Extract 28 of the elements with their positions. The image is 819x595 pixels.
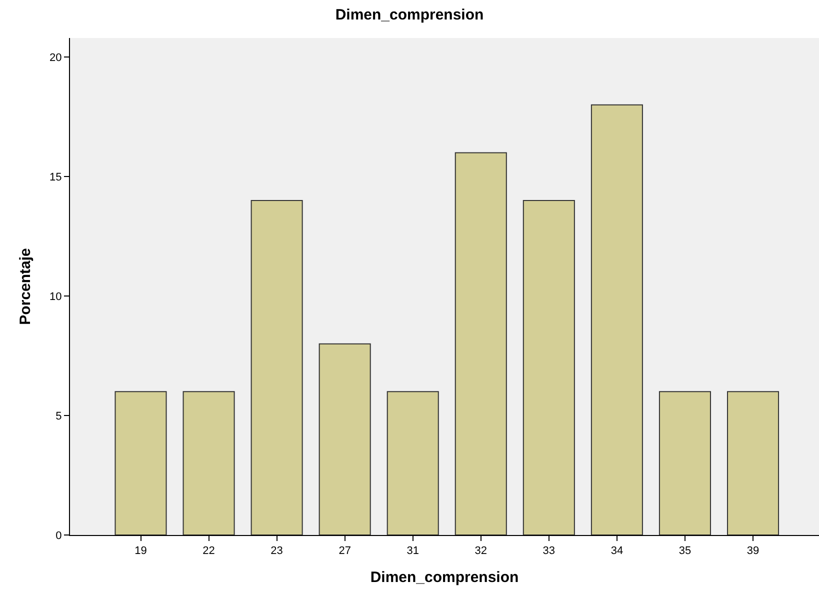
x-tick-label: 39 bbox=[746, 545, 760, 558]
bar bbox=[182, 391, 235, 535]
x-tick-label: 22 bbox=[202, 545, 215, 558]
bar bbox=[250, 200, 303, 535]
y-tick-label: 10 bbox=[50, 290, 62, 303]
chart-title: Dimen_comprension bbox=[335, 6, 484, 24]
bar bbox=[522, 200, 575, 535]
x-tick-label: 35 bbox=[678, 545, 692, 558]
bar bbox=[727, 391, 780, 535]
x-tick-label: 33 bbox=[542, 545, 556, 558]
x-tick-label: 19 bbox=[134, 545, 147, 558]
x-tick-label: 34 bbox=[610, 545, 624, 558]
x-tick-label: 27 bbox=[338, 545, 351, 558]
bar bbox=[658, 391, 711, 535]
x-tick-label: 31 bbox=[406, 545, 419, 558]
y-tick-label: 20 bbox=[50, 52, 62, 64]
bar bbox=[454, 152, 507, 535]
x-tick-label: 32 bbox=[474, 545, 488, 558]
y-tick-label: 15 bbox=[50, 171, 62, 184]
bar bbox=[386, 391, 439, 535]
bar bbox=[114, 391, 167, 535]
x-axis-title: Dimen_comprension bbox=[370, 569, 519, 586]
y-tick-label: 0 bbox=[56, 530, 62, 542]
bar bbox=[590, 104, 643, 535]
bar bbox=[318, 343, 371, 535]
y-tick-label: 5 bbox=[56, 410, 62, 422]
y-axis-title: Porcentaje bbox=[16, 248, 34, 325]
x-tick-label: 23 bbox=[270, 545, 283, 558]
